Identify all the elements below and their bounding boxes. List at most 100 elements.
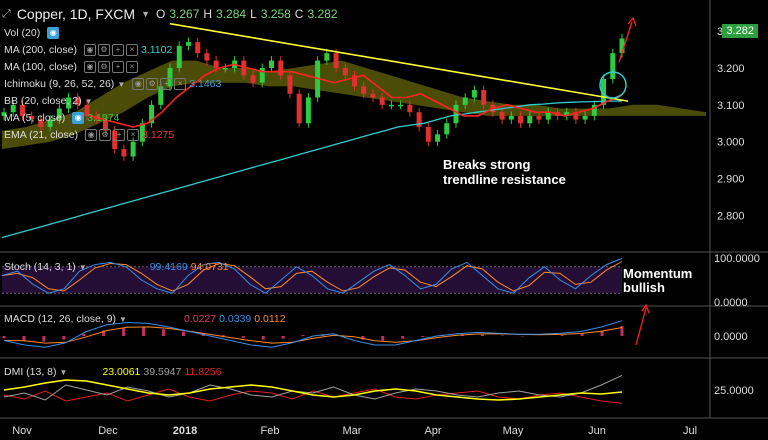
close-icon[interactable]: × [125, 61, 138, 73]
eye-icon[interactable]: ◉ [83, 61, 96, 73]
candle-body [185, 42, 191, 46]
candle-body [19, 104, 25, 116]
time-tick-label: May [503, 425, 524, 437]
add-icon[interactable]: + [111, 61, 124, 73]
ohlc-readout: O 3.267 H 3.284 L 3.258 C 3.282 [156, 7, 338, 21]
dmi-tick-label: 25.0000 [714, 385, 754, 397]
legend-ichimoku[interactable]: Ichimoku (9, 26, 52, 26) ▼ ◉ ⚙ + × 3.1463 [4, 78, 222, 90]
candle-body [278, 60, 284, 76]
ichimoku-cloud-area [2, 60, 706, 150]
candle-body [139, 123, 145, 142]
time-tick-label: Jun [588, 425, 606, 437]
legend-ma100[interactable]: MA (100, close) ◉ ⚙ + × [4, 61, 138, 73]
indicator-lines [1, 22, 629, 239]
symbol-dropdown-icon[interactable]: ▼ [141, 9, 150, 19]
last-price-badge: 3.282 [722, 24, 758, 38]
candle-body [47, 119, 53, 127]
ema21-line [89, 63, 623, 128]
candle-body [619, 38, 625, 54]
candle-body [527, 115, 533, 124]
legend-macd[interactable]: MACD (12, 26, close, 9) ▼ 0.0227 0.0339 … [4, 313, 286, 325]
candle-body [407, 104, 413, 113]
arrowhead [641, 303, 650, 314]
ichimoku-cloud [2, 60, 706, 150]
symbol-title[interactable]: Copper, 1D, FXCM [16, 6, 136, 22]
candle-body [176, 45, 182, 68]
candle-body [250, 75, 256, 83]
add-icon[interactable]: + [111, 44, 124, 56]
candle-body [66, 97, 72, 109]
candle-body [481, 90, 487, 105]
settings-icon[interactable]: ⚙ [97, 44, 110, 56]
add-icon[interactable]: + [113, 129, 126, 141]
time-axis: Nov Dec 2018 Feb Mar Apr May Jun Jul [12, 425, 697, 437]
candle-body [582, 115, 588, 120]
candle-body [10, 104, 16, 113]
price-tick-label: 2.900 [717, 174, 745, 186]
candle-body [333, 53, 339, 68]
legend-bb[interactable]: BB (20, close, 2) ▼ [4, 95, 93, 107]
candle-body [75, 97, 81, 105]
candle-body [112, 130, 118, 150]
candle-body [352, 75, 358, 87]
bullish-arrow-price [618, 21, 633, 63]
candle-body [499, 112, 505, 120]
breakout-annotation: Breaks strong trendline resistance [443, 157, 566, 187]
expand-icon[interactable]: ⤢ [2, 7, 11, 20]
settings-icon[interactable]: ⚙ [99, 129, 112, 141]
add-icon[interactable]: + [160, 78, 173, 90]
legend-ma5[interactable]: MA (5, close) ◉ 3.1974 [4, 112, 120, 124]
candle-body [573, 112, 579, 120]
candle-body [130, 141, 136, 157]
candle-body [1, 112, 7, 116]
dmi-pane: 25.0000 [3, 374, 754, 404]
eye-icon[interactable]: ◉ [47, 27, 60, 39]
candle-body [102, 119, 108, 131]
eye-icon[interactable]: ◉ [85, 129, 98, 141]
candle-body [213, 60, 219, 68]
macd-tick-label: 0.0000 [714, 331, 748, 343]
settings-icon[interactable]: ⚙ [97, 61, 110, 73]
stoch-k-line [1, 257, 623, 294]
candle-body [158, 86, 164, 105]
candle-body [425, 126, 431, 142]
legend-dmi[interactable]: DMI (13, 8) ▼ 23.0061 39.5947 11.8256 [4, 366, 222, 378]
candle-body [416, 112, 422, 127]
close-icon[interactable]: × [125, 44, 138, 56]
stoch-d-line [1, 261, 623, 292]
candle-body [536, 115, 542, 120]
dmi-adx-line [3, 379, 623, 401]
dmi-plus-line [3, 374, 623, 401]
candle-body [361, 86, 367, 94]
legend-ema21[interactable]: EMA (21, close) ◉ ⚙ + × 3.1275 [4, 129, 175, 141]
stoch-tick-label: 0.0000 [714, 297, 748, 309]
eye-icon[interactable]: ◉ [132, 78, 145, 90]
time-tick-label: Apr [424, 425, 441, 437]
stoch-pane: 100.0000 0.0000 [1, 253, 760, 309]
momentum-annotation: Momentum bullish [623, 266, 693, 295]
eye-icon[interactable]: ◉ [83, 44, 96, 56]
time-tick-label: Mar [343, 425, 362, 437]
close-icon[interactable]: × [174, 78, 187, 90]
settings-icon[interactable]: ⚙ [146, 78, 159, 90]
candle-body [610, 53, 616, 80]
candle-body [435, 134, 441, 142]
candle-body [564, 112, 570, 116]
arrowhead [627, 16, 637, 27]
legend-ma200[interactable]: MA (200, close) ◉ ⚙ + × 3.1102 [4, 44, 173, 56]
eye-icon[interactable]: ◉ [72, 112, 85, 124]
time-tick-label: Feb [261, 425, 280, 437]
candle-body [591, 104, 597, 116]
legend-stoch[interactable]: Stoch (14, 3, 1) ▼ 99.4169 94.0731 [4, 261, 229, 273]
candle-body [241, 60, 247, 76]
candle-body [305, 97, 311, 124]
legend-vol[interactable]: Vol (20) ◉ [4, 27, 60, 39]
chart-header: ⤢ Copper, 1D, FXCM ▼ O 3.267 H 3.284 L 3.25… [2, 6, 338, 22]
time-tick-label: Jul [683, 425, 697, 437]
price-tick-label: 3.000 [717, 137, 745, 149]
close-icon[interactable]: × [127, 129, 140, 141]
candle-body [287, 75, 293, 94]
candle-body [518, 115, 524, 124]
candle-body [545, 112, 551, 120]
